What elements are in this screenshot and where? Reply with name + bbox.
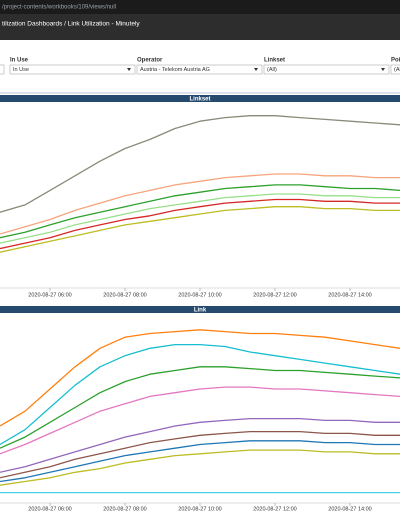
x-tick-label: 2020-08-27 10:00: [178, 506, 221, 512]
series-line: [0, 198, 400, 250]
filter-label: Linkset: [264, 58, 285, 64]
series-line: [0, 193, 400, 244]
filter-label: In Use: [10, 58, 29, 64]
x-tick-label: 2020-08-27 14:00: [328, 506, 371, 512]
title-bar: [0, 14, 400, 40]
dropdown[interactable]: [390, 64, 400, 75]
series-line: [0, 366, 400, 449]
dropdown[interactable]: [9, 64, 136, 75]
series-line: [0, 184, 400, 239]
dropdown-arrow: [254, 68, 258, 71]
series-line: [0, 430, 400, 479]
x-tick-label: 2020-08-27 14:00: [328, 292, 371, 298]
x-tick-label: 2020-08-27 08:00: [103, 292, 146, 298]
chart-title: Linkset: [189, 96, 210, 102]
dropdown-arrow: [127, 68, 131, 71]
x-tick-label: 2020-08-27 06:00: [28, 292, 71, 298]
x-tick-label: 2020-08-27 12:00: [253, 292, 296, 298]
series-line: [0, 417, 400, 473]
series-line: [0, 206, 400, 253]
filter-label: Operator: [137, 58, 163, 64]
series-line: [0, 329, 400, 427]
chart-header: [0, 306, 400, 313]
series-line: [0, 440, 400, 483]
dropdown-value: (All: [394, 67, 400, 73]
dropdown[interactable]: [136, 64, 263, 75]
series-line: [0, 386, 400, 455]
dropdown[interactable]: [0, 64, 5, 75]
browser-bar: [0, 0, 400, 14]
chart-title: Link: [194, 307, 207, 313]
series-line: [0, 449, 400, 486]
series-line: [0, 173, 400, 235]
divider: [0, 92, 400, 94]
filter-label: Poi: [391, 58, 400, 64]
series-line: [0, 115, 400, 213]
chart-header: [0, 95, 400, 102]
dropdown-value: (All): [267, 67, 277, 73]
x-tick-label: 2020-08-27 10:00: [178, 292, 221, 298]
url[interactable]: /project-contents/workbooks/109/views/nu…: [2, 5, 116, 11]
dropdown-value: Austria - Telekom Austria AG: [140, 67, 210, 73]
series-line: [0, 343, 400, 446]
x-tick-label: 2020-08-27 06:00: [28, 506, 71, 512]
page-title: tilization Dashboards / Link Utilization…: [2, 21, 140, 28]
dropdown[interactable]: [263, 64, 390, 75]
dropdown-arrow: [381, 68, 385, 71]
x-tick-label: 2020-08-27 12:00: [253, 506, 296, 512]
dropdown-value: In Use: [13, 67, 29, 73]
x-tick-label: 2020-08-27 08:00: [103, 506, 146, 512]
